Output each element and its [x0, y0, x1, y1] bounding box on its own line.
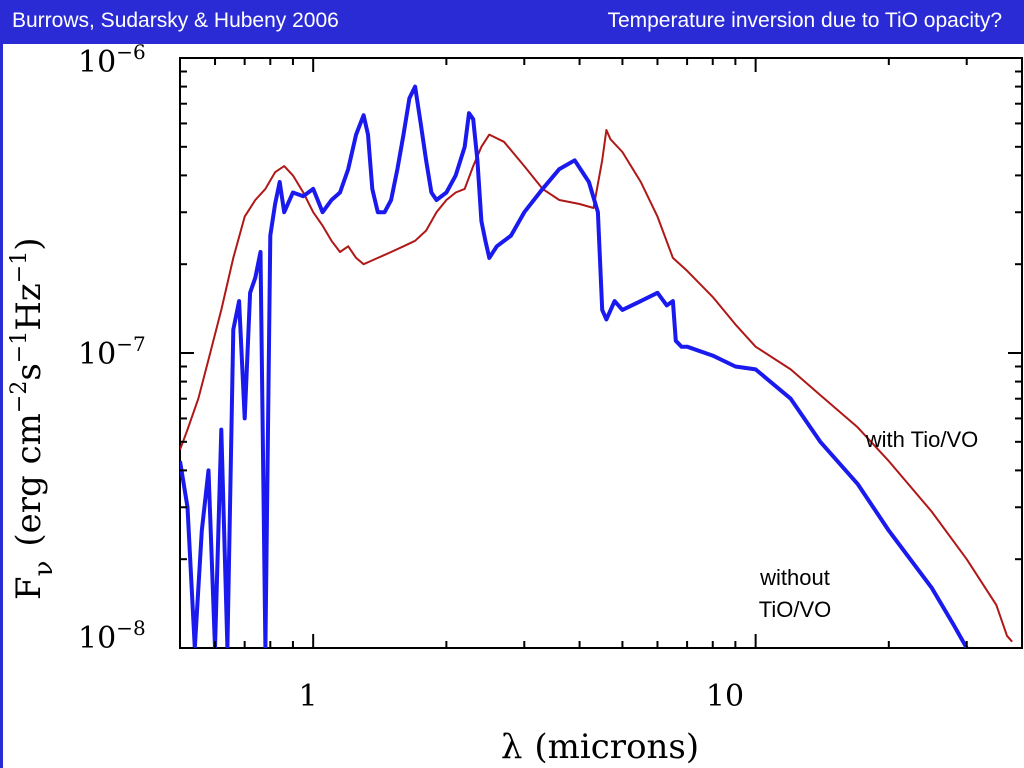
y-tick-base: 10 [78, 337, 116, 372]
y-axis-open: (erg cm [9, 413, 49, 547]
title-bar: Burrows, Sudarsky & Hubeny 2006 Temperat… [0, 0, 1024, 44]
y-axis-label: Fν(erg cm−2s−1Hz−1) [7, 237, 59, 600]
annotation-with-tio: with Tio/VO [865, 427, 978, 452]
y-tick-exp: −7 [116, 332, 145, 356]
x-axis-label: λ (microns) [501, 727, 699, 767]
series-with-tio-vo-line [180, 129, 1013, 643]
left-border [0, 44, 3, 768]
y-tick-label-1e-6: 10−6 [78, 40, 146, 80]
series-without-tio-vo-line [180, 84, 969, 648]
y-tick-base: 10 [78, 621, 116, 656]
plot-border [179, 57, 1023, 649]
y-axis-exp1: −2 [7, 381, 32, 413]
y-tick-exp: −6 [116, 40, 145, 64]
y-axis-s: s [9, 363, 49, 380]
annotation-without-tio-line1: without [759, 565, 830, 590]
x-axis-units: (microns) [534, 727, 699, 767]
y-axis-f: F [9, 576, 49, 600]
slide-citation: Burrows, Sudarsky & Hubeny 2006 [12, 9, 339, 32]
y-axis-nu: ν [29, 561, 59, 577]
slide-title: Temperature inversion due to TiO opacity… [607, 9, 1002, 32]
x-tick-label-1: 1 [298, 679, 317, 714]
series-layer [180, 84, 1013, 648]
y-axis-exp2: −1 [7, 331, 32, 363]
y-tick-exp: −8 [116, 616, 145, 640]
x-tick-label-10: 10 [706, 679, 744, 714]
annotation-without-tio-line2: TiO/VO [759, 597, 832, 622]
y-tick-base: 10 [78, 45, 116, 80]
y-tick-label-1e-8: 10−8 [78, 616, 146, 656]
y-axis-hz: Hz [9, 283, 49, 331]
y-axis-exp3: −1 [7, 251, 32, 283]
x-axis-lambda: λ [501, 727, 523, 767]
y-tick-label-1e-7: 10−7 [78, 332, 146, 372]
y-axis-close: ) [9, 237, 49, 250]
ticks-layer [179, 57, 1023, 649]
plot-frame [179, 57, 1023, 649]
